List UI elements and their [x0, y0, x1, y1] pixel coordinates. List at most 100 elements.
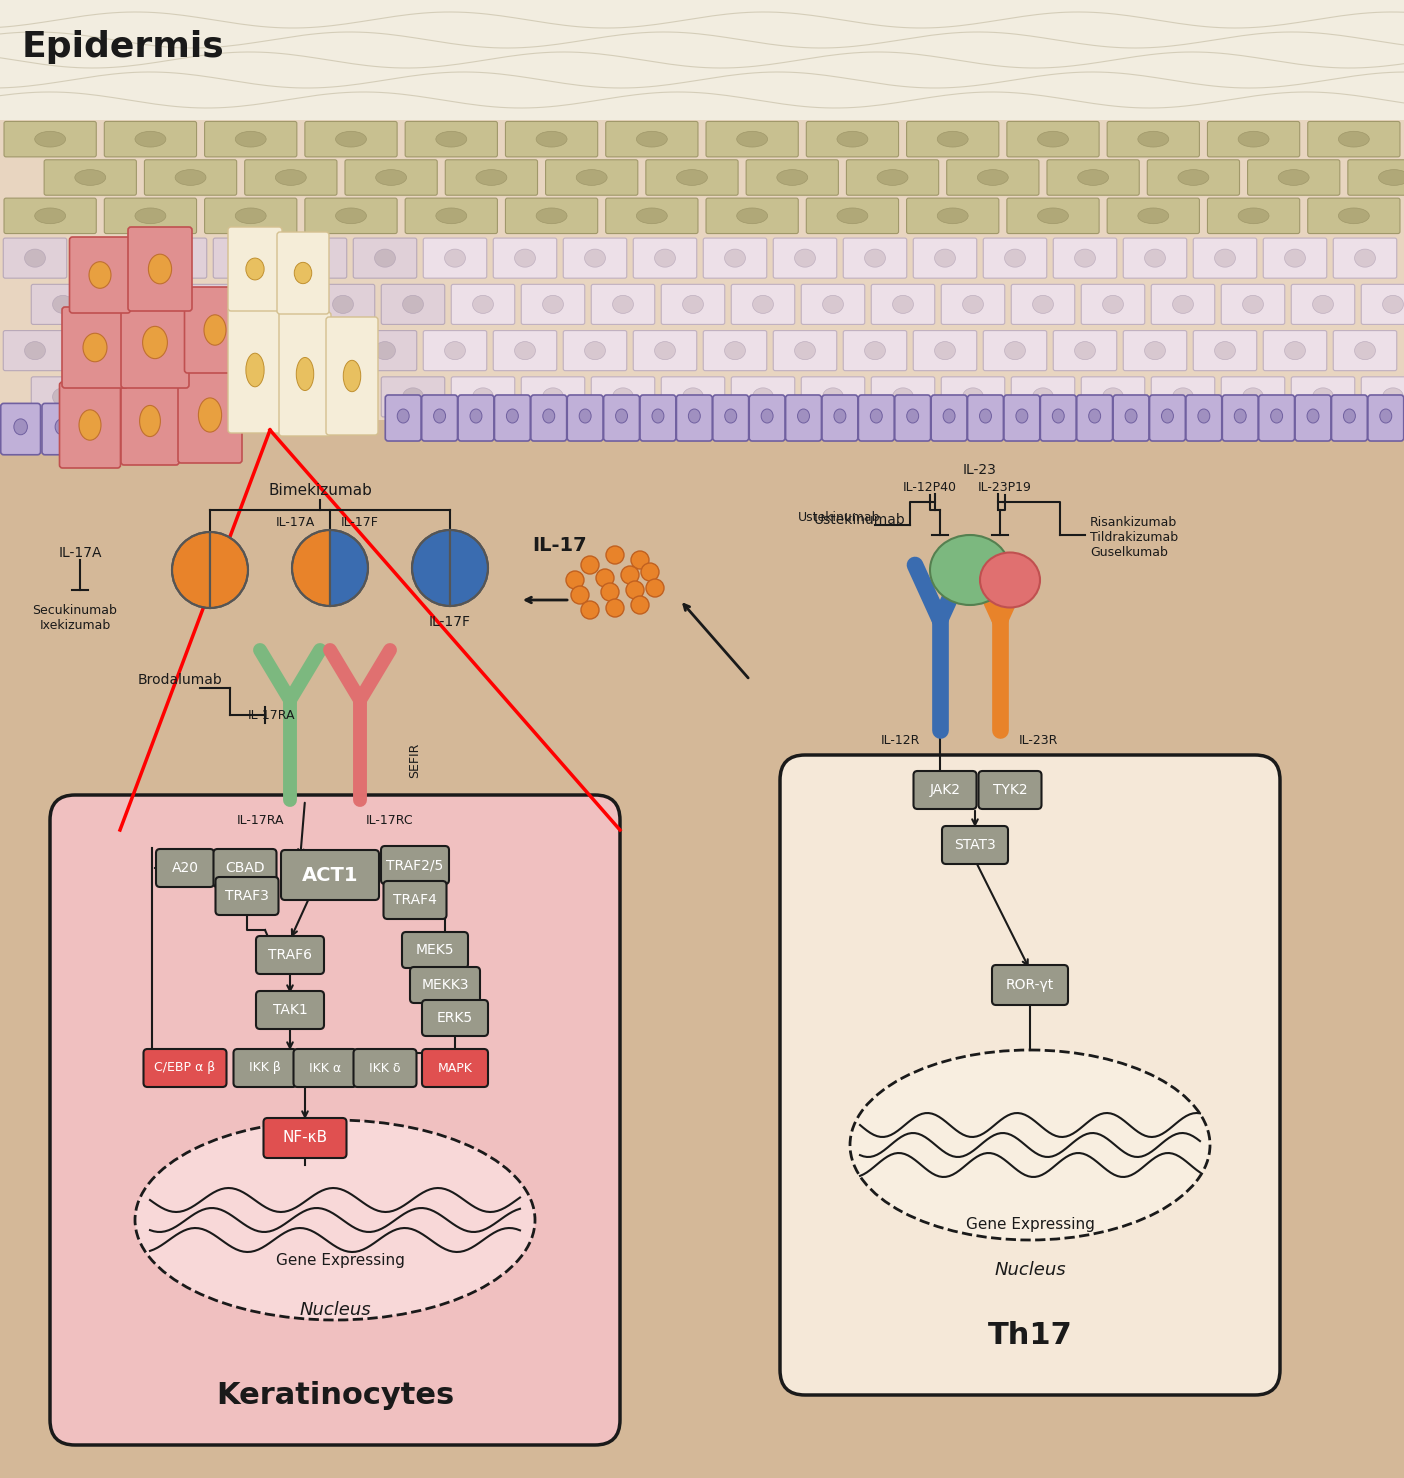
FancyBboxPatch shape — [73, 331, 136, 371]
Ellipse shape — [795, 341, 816, 359]
FancyBboxPatch shape — [521, 377, 584, 417]
FancyBboxPatch shape — [505, 198, 598, 234]
FancyBboxPatch shape — [531, 395, 567, 440]
Ellipse shape — [1338, 208, 1369, 223]
FancyBboxPatch shape — [1186, 395, 1221, 440]
FancyBboxPatch shape — [591, 284, 654, 324]
Text: Guselkumab: Guselkumab — [1090, 545, 1168, 559]
Text: Brodalumab: Brodalumab — [138, 672, 222, 687]
FancyBboxPatch shape — [731, 377, 795, 417]
Ellipse shape — [935, 250, 955, 268]
FancyBboxPatch shape — [104, 121, 197, 157]
FancyBboxPatch shape — [844, 238, 907, 278]
FancyBboxPatch shape — [1040, 395, 1077, 440]
FancyBboxPatch shape — [83, 403, 124, 455]
FancyBboxPatch shape — [914, 772, 977, 808]
FancyBboxPatch shape — [604, 395, 639, 440]
FancyBboxPatch shape — [1108, 198, 1199, 234]
FancyBboxPatch shape — [42, 403, 81, 455]
Ellipse shape — [576, 170, 607, 185]
Bar — [0, 420, 1404, 1478]
Ellipse shape — [1137, 208, 1168, 223]
FancyBboxPatch shape — [806, 198, 899, 234]
Ellipse shape — [375, 341, 396, 359]
FancyBboxPatch shape — [101, 284, 164, 324]
Ellipse shape — [74, 170, 105, 185]
Ellipse shape — [963, 296, 983, 313]
Ellipse shape — [543, 409, 555, 423]
Ellipse shape — [542, 296, 563, 313]
FancyBboxPatch shape — [62, 307, 128, 389]
FancyBboxPatch shape — [521, 284, 584, 324]
FancyBboxPatch shape — [1292, 284, 1355, 324]
Ellipse shape — [938, 208, 969, 223]
Ellipse shape — [295, 263, 312, 284]
FancyBboxPatch shape — [1362, 377, 1404, 417]
FancyBboxPatch shape — [907, 121, 998, 157]
FancyBboxPatch shape — [256, 936, 324, 974]
FancyBboxPatch shape — [293, 1049, 357, 1086]
Ellipse shape — [263, 296, 284, 313]
FancyBboxPatch shape — [101, 377, 164, 417]
Ellipse shape — [473, 387, 493, 406]
FancyBboxPatch shape — [1150, 395, 1185, 440]
Wedge shape — [411, 531, 451, 606]
Circle shape — [626, 581, 644, 599]
FancyBboxPatch shape — [983, 238, 1047, 278]
FancyBboxPatch shape — [979, 772, 1042, 808]
FancyBboxPatch shape — [256, 992, 324, 1029]
FancyBboxPatch shape — [31, 377, 94, 417]
FancyBboxPatch shape — [213, 331, 277, 371]
Text: ROR-γt: ROR-γt — [1005, 978, 1054, 992]
FancyBboxPatch shape — [591, 377, 654, 417]
Ellipse shape — [1313, 296, 1334, 313]
Ellipse shape — [536, 132, 567, 146]
FancyBboxPatch shape — [967, 395, 1004, 440]
Ellipse shape — [139, 405, 160, 436]
Ellipse shape — [893, 296, 914, 313]
Ellipse shape — [434, 409, 445, 423]
FancyBboxPatch shape — [354, 331, 417, 371]
Ellipse shape — [55, 418, 69, 435]
Text: TRAF2/5: TRAF2/5 — [386, 859, 444, 872]
FancyBboxPatch shape — [326, 316, 378, 435]
FancyBboxPatch shape — [171, 377, 234, 417]
FancyBboxPatch shape — [279, 312, 331, 436]
Text: Ixekizumab: Ixekizumab — [39, 618, 111, 631]
Ellipse shape — [333, 387, 354, 406]
FancyBboxPatch shape — [1307, 121, 1400, 157]
FancyBboxPatch shape — [125, 403, 164, 455]
FancyBboxPatch shape — [1221, 284, 1285, 324]
Ellipse shape — [246, 353, 264, 387]
FancyBboxPatch shape — [1334, 238, 1397, 278]
Ellipse shape — [94, 341, 115, 359]
FancyBboxPatch shape — [354, 238, 417, 278]
FancyBboxPatch shape — [4, 198, 97, 234]
Ellipse shape — [135, 208, 166, 223]
FancyBboxPatch shape — [605, 121, 698, 157]
Ellipse shape — [761, 409, 774, 423]
FancyBboxPatch shape — [143, 238, 206, 278]
Ellipse shape — [849, 1049, 1210, 1240]
Ellipse shape — [164, 341, 185, 359]
Circle shape — [566, 571, 584, 590]
Ellipse shape — [88, 262, 111, 288]
FancyBboxPatch shape — [128, 228, 192, 310]
Ellipse shape — [907, 409, 918, 423]
FancyBboxPatch shape — [1193, 238, 1257, 278]
FancyBboxPatch shape — [1362, 284, 1404, 324]
Ellipse shape — [275, 170, 306, 185]
Ellipse shape — [445, 341, 465, 359]
FancyBboxPatch shape — [1264, 238, 1327, 278]
Ellipse shape — [737, 132, 768, 146]
Ellipse shape — [35, 208, 66, 223]
Ellipse shape — [192, 296, 213, 313]
FancyBboxPatch shape — [872, 284, 935, 324]
FancyBboxPatch shape — [59, 381, 121, 469]
Ellipse shape — [135, 132, 166, 146]
Ellipse shape — [435, 208, 466, 223]
Circle shape — [581, 602, 600, 619]
Ellipse shape — [823, 296, 844, 313]
FancyBboxPatch shape — [1007, 121, 1099, 157]
Ellipse shape — [97, 418, 110, 435]
